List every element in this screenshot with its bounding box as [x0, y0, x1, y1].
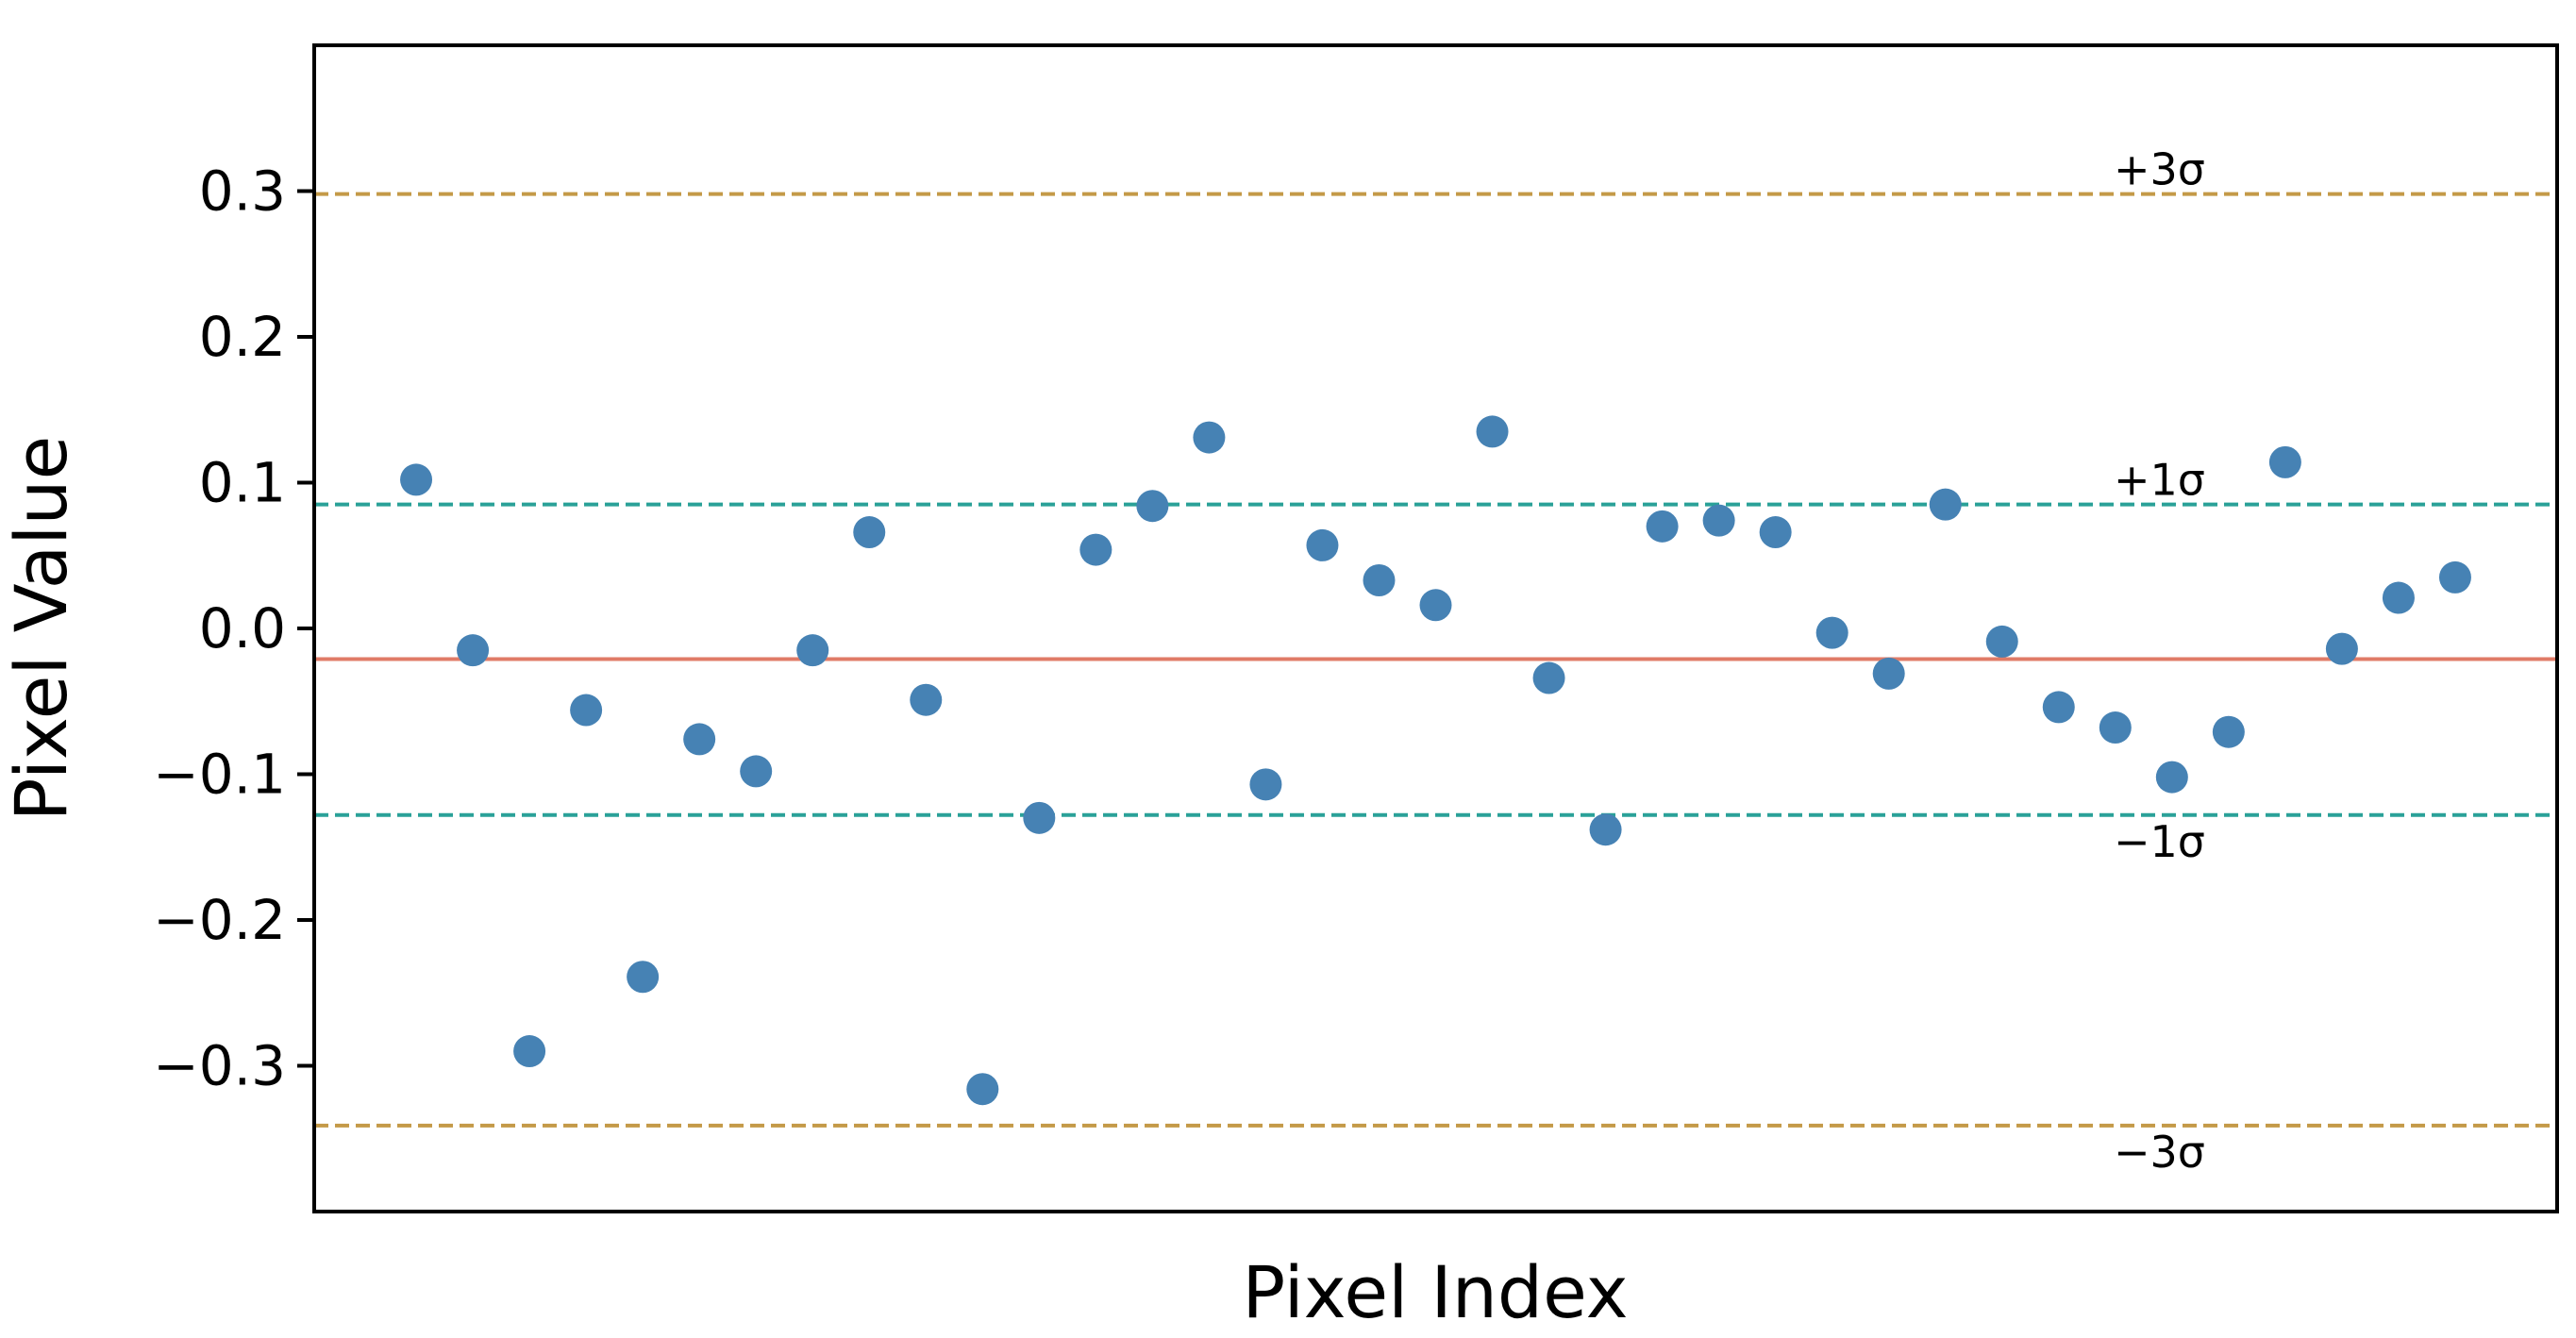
y-axis-title: Pixel Value	[0, 436, 83, 822]
data-points	[400, 415, 2471, 1106]
y-tick-label: 0.1	[199, 451, 286, 515]
data-point	[1419, 589, 1452, 622]
sigma-line-label: +3σ	[2114, 144, 2205, 195]
y-tick-label: 0.2	[199, 305, 286, 369]
data-point	[457, 634, 490, 667]
data-point	[400, 463, 433, 496]
data-point	[570, 694, 603, 727]
data-point	[2438, 560, 2471, 594]
data-point	[1589, 813, 1622, 846]
plot-frame	[312, 43, 2559, 1213]
data-point	[1306, 528, 1339, 561]
data-point	[2155, 761, 2188, 794]
data-point	[1193, 421, 1226, 454]
data-point	[1759, 516, 1792, 549]
data-point	[2382, 581, 2415, 614]
data-point	[2325, 632, 2358, 665]
data-point	[2099, 711, 2132, 744]
y-tick-label: 0.3	[199, 159, 286, 224]
data-point	[1476, 415, 1509, 448]
data-point	[910, 683, 943, 716]
data-point	[1249, 768, 1282, 801]
data-point	[683, 723, 716, 756]
y-tick-label: −0.2	[153, 888, 286, 952]
x-axis-title: Pixel Index	[1242, 1250, 1628, 1334]
data-point	[1872, 657, 1905, 690]
data-point	[1136, 490, 1169, 523]
reference-line-labels: +3σ +1σ −1σ −3σ	[2114, 144, 2205, 1178]
data-point	[740, 755, 773, 788]
y-tick-label: −0.3	[153, 1034, 286, 1098]
y-axis-ticks: −0.3 −0.2 −0.1 0.0 0.1 0.2 0.3	[153, 159, 314, 1098]
data-point	[2268, 445, 2301, 478]
data-point	[1702, 504, 1735, 537]
data-point	[513, 1035, 546, 1068]
y-tick-label: 0.0	[199, 596, 286, 661]
data-point	[1815, 616, 1848, 649]
data-point	[2042, 691, 2075, 724]
data-point	[1532, 661, 1565, 694]
sigma-line-label: −1σ	[2114, 816, 2205, 867]
data-point	[627, 961, 660, 994]
data-point	[1363, 564, 1396, 597]
data-point	[1023, 801, 1056, 834]
data-point	[853, 516, 886, 549]
y-tick-label: −0.1	[153, 743, 286, 807]
sigma-line-label: +1σ	[2114, 455, 2205, 506]
reference-lines	[314, 192, 2557, 1128]
data-point	[2212, 715, 2245, 748]
data-point	[1985, 625, 2018, 658]
sigma-line-label: −3σ	[2114, 1127, 2205, 1178]
data-point	[1079, 533, 1112, 566]
data-point	[1646, 510, 1679, 543]
data-point	[1929, 488, 1962, 521]
data-point	[796, 634, 829, 667]
data-point	[966, 1073, 999, 1106]
